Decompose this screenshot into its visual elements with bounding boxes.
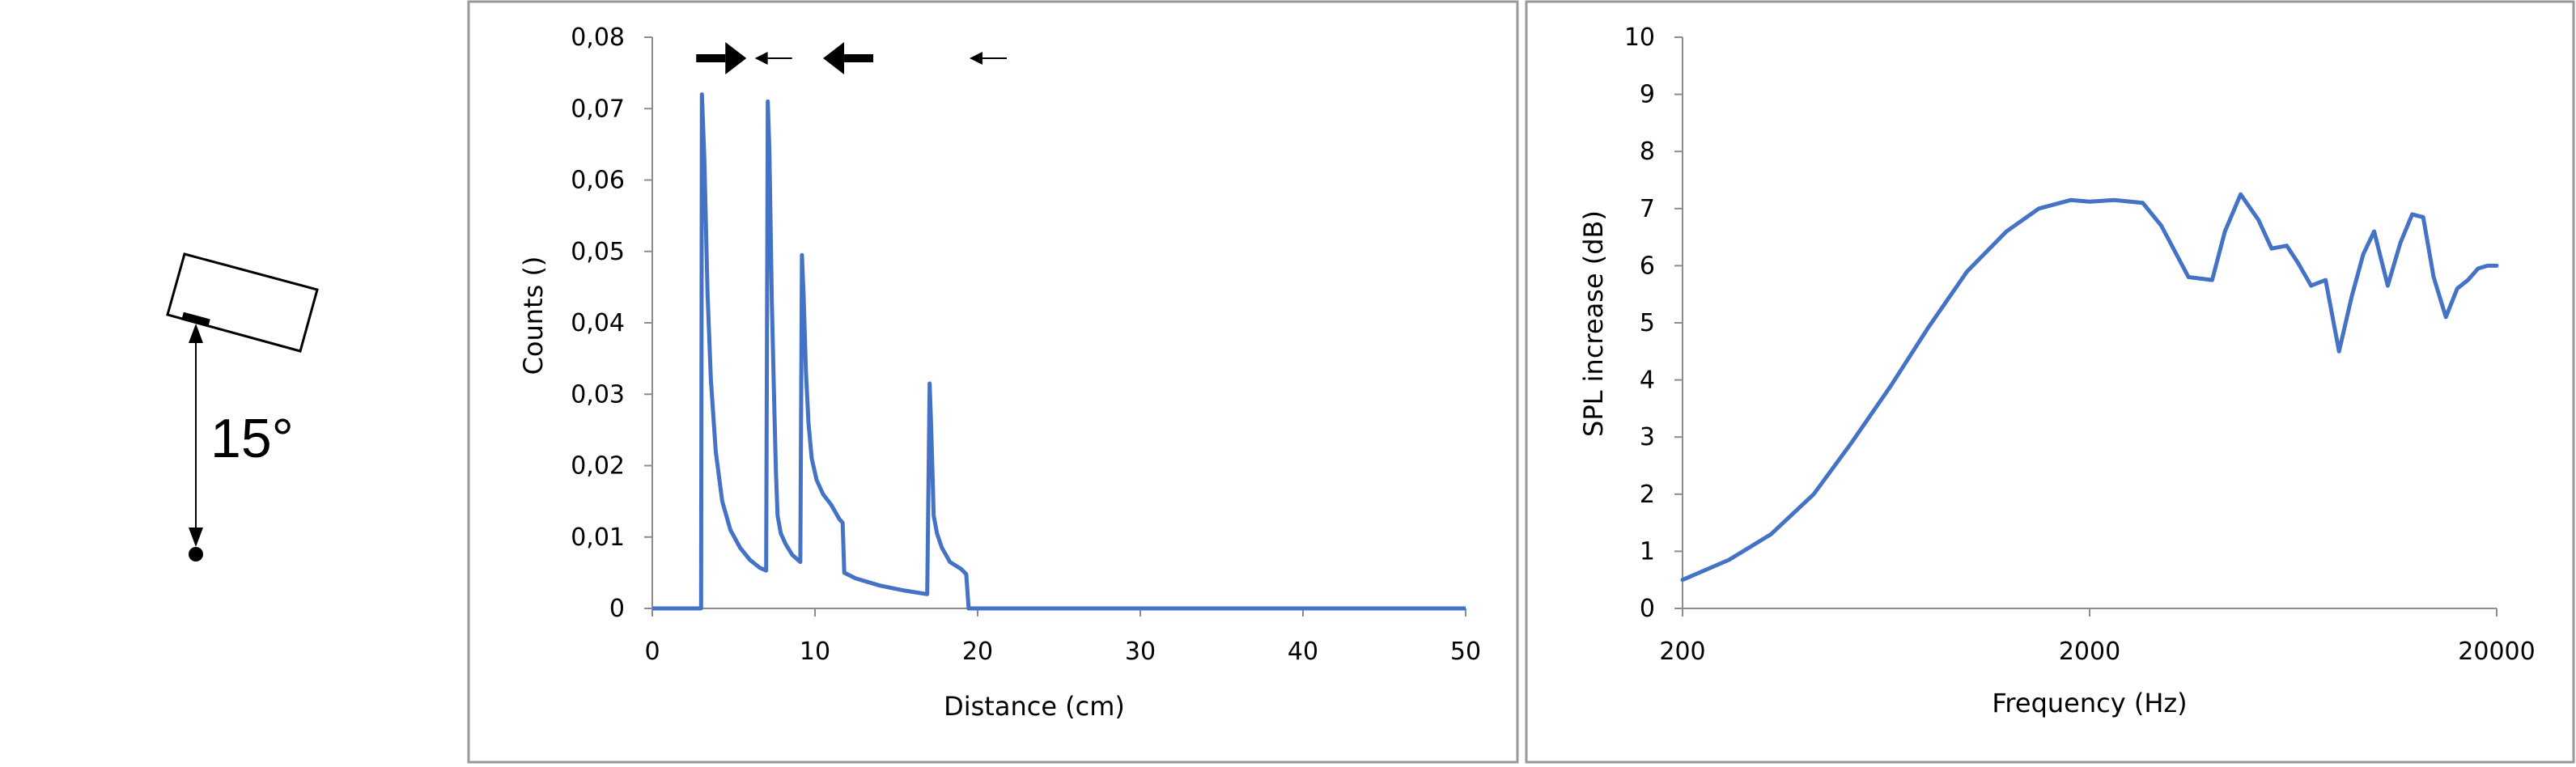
y-tick-label: 0,08 [571, 23, 625, 52]
x-tick-label: 50 [1450, 638, 1481, 666]
sensor-mark [181, 311, 210, 328]
y-tick-label: 10 [1624, 23, 1655, 52]
distance-chart: 0 0,01 0,02 0,03 0,04 0,05 0,06 0,07 0,08 0 10 20 3… [518, 23, 1481, 722]
arrow-head-down [189, 528, 203, 547]
arrow-annotation [754, 52, 792, 65]
x-tick-label: 10 [800, 638, 830, 666]
x-tick-label: 40 [1288, 638, 1318, 666]
x-tick-label: 30 [1125, 638, 1156, 666]
arrow-head-up [189, 324, 203, 343]
y-tick-label: 8 [1640, 138, 1655, 166]
device-body [166, 252, 319, 353]
x-tick-label: 200 [1659, 638, 1705, 666]
y-tick-label: 0,01 [571, 523, 625, 552]
y-tick-label: 9 [1640, 81, 1655, 109]
y-tick-label: 2 [1640, 481, 1655, 509]
y-tick-label: 3 [1640, 423, 1655, 451]
arrow-annotation [823, 42, 874, 74]
x-tick-label: 0 [644, 638, 660, 666]
orientation-diagram: 15° [166, 252, 319, 561]
x-tick-label: 20000 [2458, 638, 2535, 666]
x-axis-title: Frequency (Hz) [1992, 688, 2187, 718]
y-tick-label: 6 [1640, 252, 1655, 280]
origin-dot [189, 547, 203, 561]
y-tick-label: 0,06 [571, 167, 625, 195]
arrow-annotation [696, 42, 747, 74]
y-tick-label: 0,02 [571, 452, 625, 481]
y-axis-title: Counts () [518, 256, 549, 375]
y-tick-label: 0 [1640, 595, 1655, 623]
y-tick-label: 0,07 [571, 95, 625, 123]
series-line [652, 92, 1466, 611]
y-tick-label: 0 [609, 595, 625, 623]
y-tick-label: 1 [1640, 537, 1655, 566]
y-tick-label: 7 [1640, 195, 1655, 223]
chart-2-frame [1525, 0, 2575, 764]
chart-1-frame [467, 0, 1519, 764]
angle-label: 15° [210, 408, 294, 469]
y-tick-label: 0,04 [571, 309, 625, 337]
y-tick-label: 5 [1640, 309, 1655, 337]
frequency-chart: 0 1 2 3 4 5 6 7 8 9 10 200 2000 20000 Frequency (Hz)… [1578, 23, 2536, 718]
y-tick-label: 0,03 [571, 380, 625, 409]
y-tick-label: 4 [1640, 367, 1655, 395]
y-tick-label: 0,05 [571, 238, 625, 266]
series-line [1680, 192, 2499, 583]
y-axis-title: SPL increase (dB) [1578, 210, 1609, 437]
x-axis-title: Distance (cm) [944, 691, 1125, 722]
x-tick-label: 2000 [2059, 638, 2120, 666]
x-tick-label: 20 [962, 638, 993, 666]
arrow-annotation [969, 52, 1007, 65]
